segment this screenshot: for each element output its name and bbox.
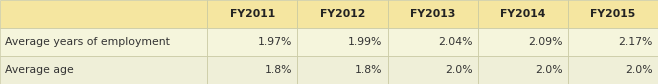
Text: FY2014: FY2014 bbox=[500, 9, 545, 19]
Text: 1.8%: 1.8% bbox=[355, 65, 382, 75]
Bar bbox=[568, 28, 658, 56]
Bar bbox=[0, 56, 207, 84]
Text: 1.8%: 1.8% bbox=[265, 65, 292, 75]
Text: FY2011: FY2011 bbox=[230, 9, 275, 19]
Bar bbox=[207, 28, 297, 56]
Text: FY2013: FY2013 bbox=[410, 9, 455, 19]
Bar bbox=[297, 56, 388, 84]
Text: Average years of employment: Average years of employment bbox=[5, 37, 170, 47]
Bar bbox=[568, 56, 658, 84]
Bar bbox=[297, 28, 388, 56]
Bar bbox=[207, 0, 297, 28]
Bar bbox=[388, 28, 478, 56]
Text: 2.0%: 2.0% bbox=[535, 65, 563, 75]
Bar bbox=[388, 56, 478, 84]
Text: 2.17%: 2.17% bbox=[619, 37, 653, 47]
Bar bbox=[207, 56, 297, 84]
Text: 2.0%: 2.0% bbox=[445, 65, 472, 75]
Bar bbox=[568, 0, 658, 28]
Text: 2.0%: 2.0% bbox=[625, 65, 653, 75]
Bar bbox=[478, 56, 568, 84]
Text: Average age: Average age bbox=[5, 65, 74, 75]
Bar bbox=[388, 0, 478, 28]
Text: 2.09%: 2.09% bbox=[528, 37, 563, 47]
Bar bbox=[478, 28, 568, 56]
Text: 2.04%: 2.04% bbox=[438, 37, 472, 47]
Text: 1.97%: 1.97% bbox=[258, 37, 292, 47]
Bar bbox=[297, 0, 388, 28]
Bar bbox=[0, 0, 207, 28]
Text: 1.99%: 1.99% bbox=[348, 37, 382, 47]
Text: FY2012: FY2012 bbox=[320, 9, 365, 19]
Text: FY2015: FY2015 bbox=[590, 9, 636, 19]
Bar bbox=[478, 0, 568, 28]
Bar bbox=[0, 28, 207, 56]
